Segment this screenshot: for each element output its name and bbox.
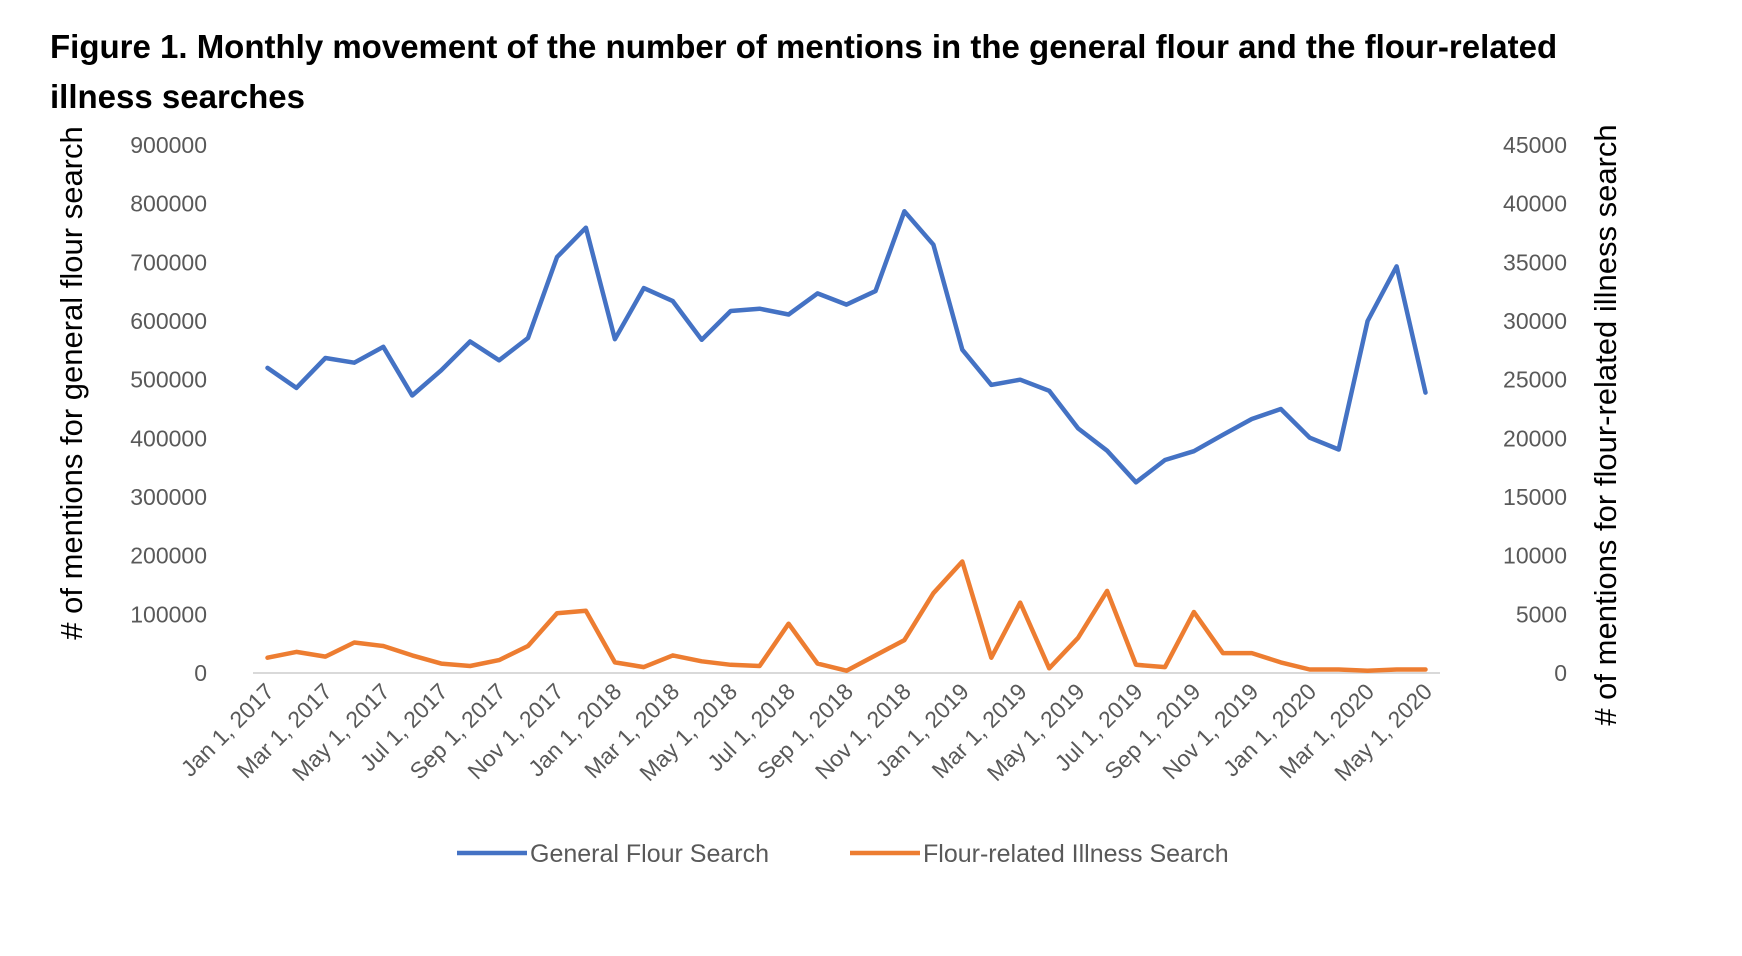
right-y-axis-title: # of mentions for flour-related illness … bbox=[1588, 124, 1623, 725]
y-tick-label: 300000 bbox=[130, 484, 207, 510]
y-tick-label: 800000 bbox=[130, 191, 207, 217]
y2-tick-label: 10000 bbox=[1503, 543, 1567, 569]
y-tick-label: 400000 bbox=[130, 425, 207, 451]
left-y-axis-ticks: 0 100000 200000 300000 400000 500000 600000 700… bbox=[130, 132, 207, 686]
series-line-1 bbox=[265, 209, 1428, 485]
y2-tick-label: 20000 bbox=[1503, 425, 1567, 451]
y2-tick-label: 40000 bbox=[1503, 191, 1567, 217]
y-tick-label: 200000 bbox=[130, 543, 207, 569]
chart-title: Figure 1. Monthly movement of the number… bbox=[50, 28, 1558, 115]
y-tick-label: 700000 bbox=[130, 249, 207, 275]
series-lines bbox=[265, 209, 1428, 673]
y2-tick-label: 15000 bbox=[1503, 484, 1567, 510]
series-line-2 bbox=[265, 559, 1428, 673]
left-y-axis-title: # of mentions for general flour search bbox=[54, 126, 89, 640]
y2-tick-label: 45000 bbox=[1503, 132, 1567, 158]
legend-label: Flour-related Illness Search bbox=[923, 840, 1229, 868]
y-tick-label: 100000 bbox=[130, 601, 207, 627]
y2-tick-label: 5000 bbox=[1516, 601, 1567, 627]
y-tick-label: 600000 bbox=[130, 308, 207, 334]
y2-tick-label: 30000 bbox=[1503, 308, 1567, 334]
y-tick-label: 0 bbox=[194, 660, 207, 686]
y-tick-label: 900000 bbox=[130, 132, 207, 158]
legend: General Flour Search Flour-related Illnes… bbox=[457, 840, 1229, 868]
legend-label: General Flour Search bbox=[530, 840, 769, 868]
y-tick-label: 500000 bbox=[130, 367, 207, 393]
right-y-axis-ticks: 0 5000 10000 15000 20000 25000 30000 35000 40000… bbox=[1503, 132, 1567, 686]
y2-tick-label: 0 bbox=[1554, 660, 1567, 686]
y2-tick-label: 25000 bbox=[1503, 367, 1567, 393]
y2-tick-label: 35000 bbox=[1503, 249, 1567, 275]
